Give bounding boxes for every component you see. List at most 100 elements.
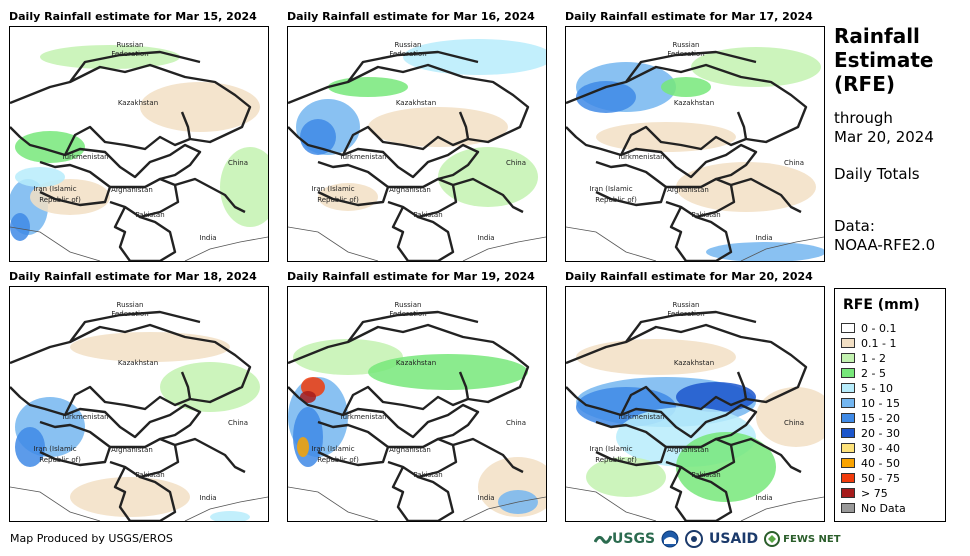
country-border [69,50,201,83]
legend-swatch [841,503,855,513]
rainfall-patch [576,81,636,113]
country-border [458,111,470,140]
country-label: Kazakhstan [396,99,436,107]
country-border [180,371,192,400]
sidebar-totals: Daily Totals [834,165,920,183]
country-label: Afghanistan [111,186,153,194]
rainfall-map: Russian Federation Kazakhstan Turkmenistan C… [565,286,825,522]
logo-strip: USGS USAID FEWS NET [594,526,841,552]
country-border [452,437,524,474]
sidebar-title: Rainfall Estimate (RFE) [834,24,933,96]
country-border [665,437,736,479]
legend-swatch [841,323,855,333]
legend-label: 30 - 40 [861,441,900,455]
country-label: India [477,234,494,242]
country-label: China [228,419,248,427]
country-label: Kazakhstan [118,99,158,107]
country-border [452,177,524,214]
country-border [625,50,757,83]
usgs-logo-text: USGS [612,531,656,547]
rainfall-patch [706,242,824,261]
country-label: Republic of) [317,456,359,464]
legend-label: 0.1 - 1 [861,336,897,350]
coastline [288,486,546,521]
legend-swatch [841,443,855,453]
rainfall-patch [368,107,508,147]
rainfall-patch [756,387,824,447]
coastline [10,226,268,261]
country-border [347,310,479,343]
country-border [566,63,808,157]
legend-item: 5 - 10 [841,381,893,395]
legend-item: 40 - 50 [841,456,900,470]
country-border [113,466,177,521]
country-border [64,403,202,449]
usgs-wave-icon [594,535,612,544]
country-label: Republic of) [595,456,637,464]
rainfall-patch [596,122,736,152]
sidebar-through: through [834,109,893,127]
rainfall-patch [576,339,736,375]
country-border [342,143,480,189]
sidebar-date: Mar 20, 2024 [834,128,934,146]
panel-title: Daily Rainfall estimate for Mar 16, 2024 [287,10,535,23]
country-label: Federation [111,50,148,58]
rainfall-patch [15,167,65,187]
country-label: Federation [389,50,426,58]
country-border [387,177,458,219]
usaid-logo: USAID [709,531,758,547]
legend-swatch [841,473,855,483]
legend-swatch [841,488,855,498]
legend-label: 15 - 20 [861,411,900,425]
country-border [669,466,733,521]
country-label: Iran (Islamic [311,185,354,193]
rainfall-patch [30,179,110,215]
country-label: Pakistan [135,471,164,479]
legend-item: 0 - 0.1 [841,321,896,335]
country-border [109,437,180,479]
sidebar-data-source: NOAA-RFE2.0 [834,236,936,254]
country-border [180,111,192,140]
country-border [620,143,758,189]
rainfall-patch [220,147,268,227]
panel-title: Daily Rainfall estimate for Mar 19, 2024 [287,270,535,283]
country-label: Republic of) [39,196,81,204]
rainfall-patch [10,213,30,241]
legend-item: 1 - 2 [841,351,886,365]
country-border [620,403,758,449]
legend-item: 0.1 - 1 [841,336,896,350]
rainfall-patch [676,162,816,212]
coastline [10,486,268,521]
rainfall-map: Russian Federation Kazakhstan Turkmenistan C… [287,286,547,522]
country-border [342,403,480,449]
credit-text: Map Produced by USGS/EROS [10,532,173,545]
country-label: Russian [673,301,700,309]
coastline [566,226,824,261]
country-label: Turkmenistan [338,153,386,161]
rainfall-patch [368,354,528,390]
country-label: Russian [117,41,144,49]
panel-title: Daily Rainfall estimate for Mar 18, 2024 [9,270,257,283]
country-label: Kazakhstan [396,359,436,367]
fews-net-icon [764,531,781,547]
country-label: Federation [389,310,426,318]
country-label: India [755,494,772,502]
country-label: China [784,419,804,427]
country-border [566,323,808,417]
legend-item: > 75 [841,486,888,500]
country-label: Iran (Islamic [33,445,76,453]
country-border [64,143,202,189]
sidebar-title-line1: Rainfall [834,24,920,48]
country-label: Pakistan [413,211,442,219]
country-border [736,371,748,400]
legend-label: 20 - 30 [861,426,900,440]
legend-item: 20 - 30 [841,426,900,440]
country-label: Federation [111,310,148,318]
rainfall-patch [403,39,546,75]
country-label: Kazakhstan [118,359,158,367]
country-label: China [784,159,804,167]
rainfall-patch [661,77,711,97]
